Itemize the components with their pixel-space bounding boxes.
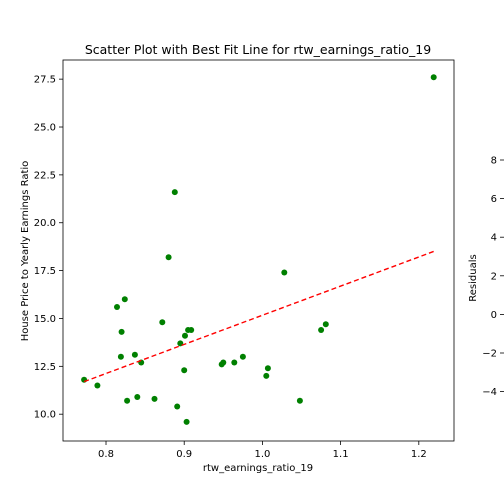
x-tick-label: 0.9 — [176, 449, 192, 460]
scatter-point — [220, 359, 227, 366]
y-tick-label: 17.5 — [34, 266, 56, 277]
x-axis-label: rtw_earnings_ratio_19 — [203, 463, 313, 474]
residual-y-tick-label: 4 — [491, 233, 497, 244]
residual-y-tick-label: −4 — [482, 387, 497, 398]
scatter-point — [159, 319, 166, 326]
scatter-point — [264, 365, 271, 372]
scatter-point — [182, 332, 188, 339]
scatter-point — [174, 403, 181, 410]
x-tick-label: 1.2 — [411, 449, 427, 460]
scatter-point — [151, 395, 158, 402]
scatter-point — [114, 304, 120, 310]
residual-y-tick-label: 2 — [491, 271, 497, 282]
scatter-point — [430, 74, 437, 81]
main-axes-frame — [62, 59, 455, 442]
residual-y-tick-label: 0 — [491, 310, 497, 321]
scatter-point — [124, 397, 131, 404]
best-fit-line — [83, 250, 434, 383]
residual-y-tick-label: 6 — [491, 194, 497, 205]
scatter-point — [183, 418, 190, 425]
residual-y-tick-label: 8 — [491, 156, 497, 167]
main-marks — [81, 74, 437, 425]
x-tick-label: 1.0 — [254, 449, 270, 460]
scatter-point — [117, 353, 124, 360]
scatter-point — [239, 353, 246, 360]
y-axis-label: House Price to Yearly Earnings Ratio — [20, 161, 31, 342]
scatter-point — [131, 351, 138, 358]
x-tick-label: 1.1 — [333, 449, 349, 460]
scatter-point — [134, 394, 141, 400]
y-tick-label: 20.0 — [34, 218, 56, 229]
scatter-point — [231, 359, 238, 366]
y-tick-label: 10.0 — [34, 410, 56, 421]
scatter-point — [318, 327, 325, 333]
scatter-point — [171, 189, 178, 196]
x-tick-label: 0.8 — [98, 449, 114, 460]
scatter-point — [94, 382, 101, 389]
scatter-point — [181, 367, 188, 374]
scatter-point — [296, 397, 303, 404]
scatter-point — [263, 372, 270, 379]
scatter-point — [81, 376, 88, 383]
y-tick-label: 15.0 — [34, 314, 56, 325]
y-tick-label: 25.0 — [34, 123, 56, 134]
scatter-point — [188, 327, 195, 333]
scatter-point — [121, 296, 128, 303]
main-x-ticks: 0.8 0.9 1.0 1.1 1.2 — [98, 441, 427, 460]
chart-title: Scatter Plot with Best Fit Line for rtw_… — [85, 42, 431, 57]
residuals-axis-label: Residuals — [468, 254, 479, 301]
main-plot: 0.8 0.9 1.0 1.1 1.2 10.0 12.5 15.0 17.5 20.0 22.5… — [34, 59, 455, 460]
y-tick-label: 12.5 — [34, 362, 56, 373]
residual-y-tick-label: −2 — [482, 349, 497, 360]
scatter-point — [281, 269, 288, 276]
scatter-point — [322, 321, 329, 328]
y-tick-label: 22.5 — [34, 170, 56, 181]
residual-y-ticks: 8 6 4 2 0 −2 −4 — [482, 156, 504, 398]
main-y-ticks: 10.0 12.5 15.0 17.5 20.0 22.5 25.0 27.5 — [34, 75, 63, 421]
scatter-point — [118, 328, 125, 335]
y-tick-label: 27.5 — [34, 75, 56, 86]
scatter-point — [165, 254, 172, 261]
